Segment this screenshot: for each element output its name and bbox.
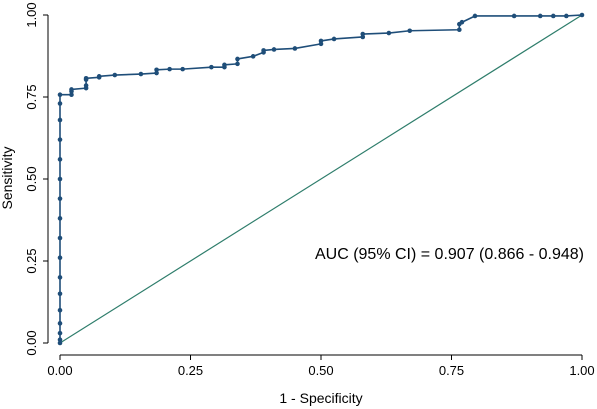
- roc-point: [57, 255, 63, 261]
- y-tick-label: 0.00: [24, 330, 39, 355]
- roc-point: [57, 176, 63, 182]
- roc-point: [564, 13, 569, 19]
- roc-point: [222, 62, 227, 68]
- roc-point: [360, 31, 366, 37]
- x-tick-label: 0.50: [308, 363, 333, 378]
- roc-point: [57, 321, 63, 326]
- roc-point: [386, 30, 392, 36]
- roc-point: [331, 36, 337, 42]
- x-tick-label: 0.75: [439, 363, 464, 378]
- ticks-layer: 0.00 0.25 0.50 0.75 1.00 0.00 0.25 0.50 0.75 1.00: [24, 2, 595, 378]
- roc-point: [69, 92, 74, 98]
- roc-point: [69, 87, 74, 92]
- x-axis-title: 1 - Specificity: [279, 390, 362, 406]
- x-tick-label: 0.00: [47, 363, 72, 378]
- roc-point: [180, 66, 185, 72]
- x-tick-label: 1.00: [569, 363, 594, 378]
- roc-point: [83, 76, 89, 81]
- roc-point: [537, 13, 543, 19]
- y-tick-label: 0.25: [24, 248, 39, 273]
- roc-point: [57, 157, 63, 162]
- roc-point: [472, 13, 478, 19]
- roc-point: [511, 13, 517, 19]
- roc-point: [57, 337, 63, 343]
- reference-layer: [59, 14, 583, 344]
- roc-point: [112, 72, 118, 78]
- roc-point: [57, 117, 63, 123]
- roc-point: [57, 291, 63, 297]
- roc-point: [96, 74, 102, 79]
- roc-point: [261, 48, 266, 53]
- roc-point: [550, 13, 556, 19]
- roc-point: [57, 307, 63, 313]
- roc-point: [83, 83, 89, 88]
- y-tick-label: 1.00: [24, 2, 39, 27]
- x-tick-label: 0.25: [178, 363, 203, 378]
- roc-point: [57, 137, 63, 142]
- reference-line: [59, 14, 583, 344]
- roc-point: [459, 19, 465, 25]
- roc-point: [57, 330, 63, 336]
- roc-point: [57, 101, 63, 106]
- y-tick-label: 0.50: [24, 166, 39, 191]
- y-tick-label: 0.75: [24, 84, 39, 109]
- roc-point: [138, 71, 144, 77]
- roc-point: [154, 67, 159, 73]
- y-axis-title: Sensitivity: [0, 146, 15, 209]
- roc-point: [57, 216, 63, 221]
- roc-point: [457, 27, 462, 33]
- roc-point: [292, 46, 298, 51]
- roc-point: [167, 66, 172, 72]
- roc-point: [57, 340, 63, 346]
- roc-point: [235, 61, 240, 67]
- roc-point: [209, 64, 214, 70]
- roc-point: [235, 56, 240, 62]
- roc-point: [271, 47, 277, 52]
- roc-point: [57, 196, 63, 201]
- roc-point: [318, 38, 324, 44]
- roc-point: [250, 54, 256, 59]
- roc-point: [407, 28, 413, 34]
- auc-annotation: AUC (95% CI) = 0.907 (0.866 - 0.948): [315, 246, 584, 263]
- roc-point: [154, 70, 159, 76]
- roc-layer: [57, 12, 585, 346]
- roc-point: [57, 275, 63, 280]
- roc-point: [579, 12, 585, 18]
- roc-point: [57, 92, 63, 98]
- roc-point: [57, 235, 63, 241]
